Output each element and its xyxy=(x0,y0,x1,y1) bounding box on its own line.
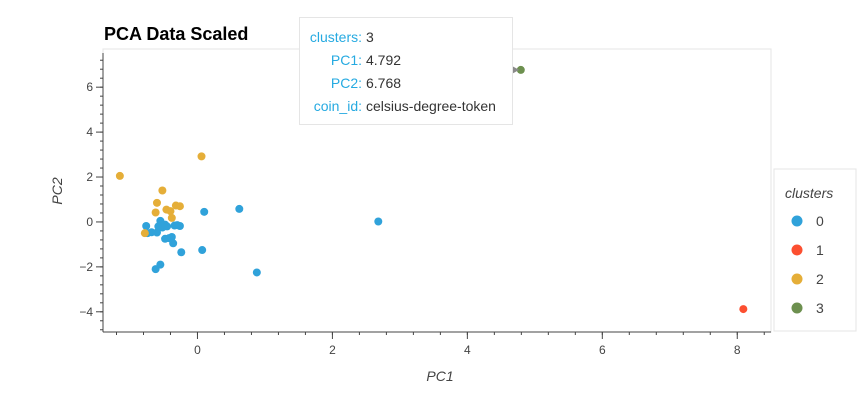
scatter-point-cluster-2[interactable] xyxy=(115,171,124,180)
scatter-point-cluster-0[interactable] xyxy=(252,268,261,277)
tooltip-key: PC1: xyxy=(330,52,362,68)
tooltip-value: 3 xyxy=(366,29,374,45)
scatter-point-cluster-2[interactable] xyxy=(197,152,206,161)
y-tick-label: 6 xyxy=(86,80,93,94)
tooltip-value: 6.768 xyxy=(366,75,402,91)
legend-label-cluster-3: 3 xyxy=(816,300,824,316)
scatter-point-cluster-0[interactable] xyxy=(161,234,170,243)
y-axis-label: PC2 xyxy=(49,177,65,204)
scatter-point-cluster-0[interactable] xyxy=(200,207,209,216)
tooltip-row-coin-id: coin_id: celsius-degree-token xyxy=(300,96,514,116)
x-tick-label: 6 xyxy=(599,343,606,357)
y-tick-label: −2 xyxy=(79,260,93,274)
axes: 0 2 4 6 8 −4 −2 0 2 4 6 xyxy=(79,53,771,357)
x-tick-label: 8 xyxy=(734,343,741,357)
y-tick-label: 0 xyxy=(86,215,93,229)
legend-label-cluster-1: 1 xyxy=(816,242,824,258)
scatter-point-cluster-0[interactable] xyxy=(198,246,207,255)
legend-marker-cluster-3 xyxy=(791,302,803,314)
scatter-point-cluster-0[interactable] xyxy=(142,221,151,230)
scatter-point-cluster-0[interactable] xyxy=(175,221,184,230)
scatter-point-cluster-0[interactable] xyxy=(235,204,244,213)
tooltip-row-pc1: PC1: 4.792 xyxy=(300,50,514,70)
tooltip-key: PC2: xyxy=(330,75,362,91)
tooltip-row-clusters: clusters: 3 xyxy=(300,27,514,47)
scatter-point-cluster-0[interactable] xyxy=(163,222,172,231)
scatter-point-cluster-3[interactable] xyxy=(516,65,525,74)
legend-marker-cluster-2 xyxy=(791,273,803,285)
legend-label-cluster-2: 2 xyxy=(816,271,824,287)
legend-frame xyxy=(773,168,857,332)
scatter-point-cluster-0[interactable] xyxy=(151,265,160,274)
scatter-point-cluster-2[interactable] xyxy=(140,229,149,238)
y-tick-label: 4 xyxy=(86,125,93,139)
tooltip-value: 4.792 xyxy=(366,52,402,68)
scatter-point-cluster-0[interactable] xyxy=(152,228,161,237)
hover-tooltip: clusters: 3 PC1: 4.792 PC2: 6.768 coin_i… xyxy=(299,17,513,125)
scatter-point-cluster-0[interactable] xyxy=(167,232,176,241)
chart-title: PCA Data Scaled xyxy=(104,24,248,44)
tooltip-key: coin_id: xyxy=(313,98,362,114)
scatter-point-cluster-2[interactable] xyxy=(166,207,175,216)
tooltip-key: clusters: xyxy=(309,29,362,45)
scatter-point-cluster-0[interactable] xyxy=(169,239,178,248)
scatter-point-cluster-0[interactable] xyxy=(374,217,383,226)
tooltip-value: celsius-degree-token xyxy=(366,98,496,114)
legend-marker-cluster-0 xyxy=(791,215,803,227)
scatter-point-cluster-1[interactable] xyxy=(739,305,748,314)
scatter-point-cluster-0[interactable] xyxy=(177,248,186,257)
legend-label-cluster-0: 0 xyxy=(816,213,824,229)
y-tick-label: 2 xyxy=(86,170,93,184)
scatter-point-cluster-2[interactable] xyxy=(167,213,176,222)
x-tick-label: 4 xyxy=(464,343,471,357)
x-axis-label: PC1 xyxy=(426,368,453,384)
scatter-point-cluster-2[interactable] xyxy=(151,208,160,217)
scatter-point-cluster-2[interactable] xyxy=(175,202,184,211)
legend-title: clusters xyxy=(785,185,833,201)
legend-marker-cluster-1 xyxy=(791,244,803,256)
x-tick-label: 2 xyxy=(329,343,336,357)
scatter-point-cluster-2[interactable] xyxy=(152,198,161,207)
tooltip-row-pc2: PC2: 6.768 xyxy=(300,73,514,93)
legend: clusters 0 1 2 3 xyxy=(773,168,857,332)
scatter-point-cluster-2[interactable] xyxy=(158,186,167,195)
x-tick-label: 0 xyxy=(194,343,201,357)
y-tick-label: −4 xyxy=(79,305,93,319)
